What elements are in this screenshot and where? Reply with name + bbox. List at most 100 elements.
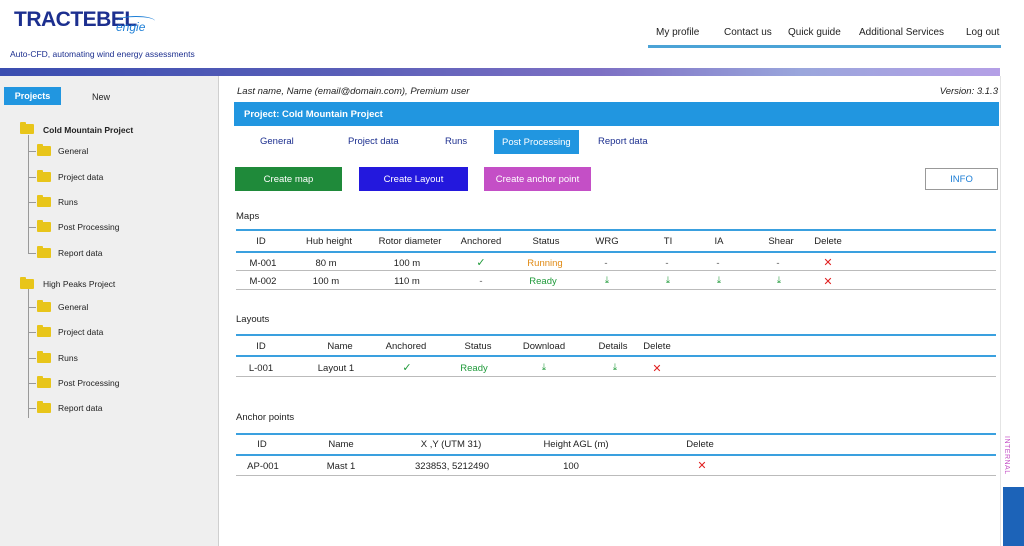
col-header: Anchored — [385, 341, 427, 352]
table-header-line — [236, 433, 996, 435]
folder-icon — [20, 277, 34, 289]
folder-icon — [37, 351, 51, 363]
nav-contact-us[interactable]: Contact us — [724, 27, 772, 38]
tree-item-project-data[interactable]: Project data — [58, 327, 104, 337]
maps-title: Maps — [236, 211, 260, 222]
col-header: Status — [464, 341, 492, 352]
user-info: Last name, Name (email@domain.com), Prem… — [237, 86, 470, 97]
gradient-divider — [0, 68, 1000, 76]
tree-branch — [28, 253, 36, 254]
tree-branch — [28, 358, 36, 359]
tab-projects[interactable]: Projects — [4, 87, 61, 105]
tree-item-report-data[interactable]: Report data — [58, 403, 103, 413]
create-map-button[interactable]: Create map — [235, 167, 342, 191]
cell-coordinates: 323853, 5212490 — [415, 461, 489, 472]
tree-branch — [28, 151, 36, 152]
status-badge: Running — [527, 258, 563, 269]
engie-arc-icon — [117, 16, 155, 26]
engie-logo-text: engie — [116, 20, 146, 34]
status-badge: Ready — [460, 363, 488, 374]
folder-icon — [37, 220, 51, 232]
cell-id: M-002 — [249, 276, 277, 287]
tab-report-data[interactable]: Report data — [598, 136, 648, 147]
create-layout-button[interactable]: Create Layout — [359, 167, 468, 191]
col-header: X ,Y (UTM 31) — [420, 439, 482, 450]
nav-log-out[interactable]: Log out — [966, 27, 1000, 38]
delete-icon[interactable]: ✕ — [652, 363, 662, 375]
folder-icon — [37, 195, 51, 207]
check-icon: ✓ — [402, 362, 412, 374]
cell-name: Mast 1 — [326, 461, 356, 472]
tree-line — [28, 135, 29, 253]
tab-general[interactable]: General — [260, 136, 294, 147]
delete-icon[interactable]: ✕ — [697, 460, 707, 472]
tree-item-runs[interactable]: Runs — [58, 353, 78, 363]
tab-new[interactable]: New — [92, 92, 111, 102]
download-icon[interactable]: ⤓ — [776, 275, 782, 286]
col-header: Details — [598, 341, 628, 352]
tree-item-post-processing[interactable]: Post Processing — [58, 222, 120, 232]
tree-branch — [28, 332, 36, 333]
table-header-line — [236, 251, 996, 253]
table-header-line — [236, 334, 996, 336]
tree-item-general[interactable]: General — [58, 302, 89, 312]
details-download-icon[interactable]: ⤓ — [612, 362, 618, 373]
tree-branch — [28, 202, 36, 203]
cell-rotor-diameter: 110 m — [394, 276, 420, 287]
folder-icon — [37, 246, 51, 258]
tree-item-general[interactable]: General — [58, 146, 89, 156]
tab-project-data[interactable]: Project data — [348, 136, 399, 147]
cell-id: AP-001 — [247, 461, 279, 472]
nav-my-profile[interactable]: My profile — [656, 27, 700, 38]
cell-hub-height: 80 m — [315, 258, 337, 269]
tab-post-processing[interactable]: Post Processing — [494, 130, 579, 154]
col-header: ID — [256, 236, 266, 247]
tree-item-report-data[interactable]: Report data — [58, 248, 103, 258]
project-high-peaks[interactable]: High Peaks Project — [43, 279, 116, 289]
download-icon[interactable]: ⤓ — [604, 275, 610, 286]
folder-icon — [20, 122, 34, 134]
folder-icon — [37, 401, 51, 413]
col-header: Rotor diameter — [378, 236, 442, 247]
create-anchor-point-button[interactable]: Create anchor point — [484, 167, 591, 191]
tree-item-post-processing[interactable]: Post Processing — [58, 378, 120, 388]
tagline: Auto-CFD, automating wind energy assessm… — [10, 49, 195, 59]
nav-additional-services[interactable]: Additional Services — [859, 27, 945, 38]
delete-icon[interactable]: ✕ — [823, 276, 833, 288]
row-divider — [236, 270, 996, 271]
project-cold-mountain[interactable]: Cold Mountain Project — [43, 125, 134, 135]
col-header: Anchored — [460, 236, 502, 247]
col-header: Shear — [768, 236, 794, 247]
tree-item-runs[interactable]: Runs — [58, 197, 78, 207]
folder-icon — [37, 325, 51, 337]
row-divider — [236, 289, 996, 290]
folder-icon — [37, 144, 51, 156]
table-header-line — [236, 355, 996, 357]
col-header: Hub height — [306, 236, 352, 247]
cell-height-agl: 100 — [563, 461, 579, 472]
download-icon[interactable]: ⤓ — [541, 362, 547, 373]
cell-name: Layout 1 — [317, 363, 355, 374]
col-header: Height AGL (m) — [543, 439, 609, 450]
tractebel-logo[interactable]: TRACTEBEL — [14, 8, 137, 32]
folder-icon — [37, 300, 51, 312]
tab-runs[interactable]: Runs — [445, 136, 468, 147]
table-header-line — [236, 229, 996, 231]
nav-quick-guide[interactable]: Quick guide — [788, 27, 841, 38]
download-icon[interactable]: ⤓ — [716, 275, 722, 286]
table-header-line — [236, 454, 996, 456]
tree-branch — [28, 408, 36, 409]
col-header: WRG — [595, 236, 619, 247]
delete-icon[interactable]: ✕ — [823, 257, 833, 269]
info-button[interactable]: INFO — [925, 168, 998, 190]
anchor-points-title: Anchor points — [236, 412, 295, 423]
col-header: Status — [532, 236, 560, 247]
corner-accent — [1003, 487, 1024, 546]
col-header: Delete — [686, 439, 714, 450]
version-label: Version: 3.1.3 — [939, 86, 998, 97]
download-icon[interactable]: ⤓ — [665, 275, 671, 286]
tree-item-project-data[interactable]: Project data — [58, 172, 104, 182]
cell-hub-height: 100 m — [312, 276, 340, 287]
tree-branch — [28, 177, 36, 178]
content-right-border — [1000, 76, 1001, 546]
